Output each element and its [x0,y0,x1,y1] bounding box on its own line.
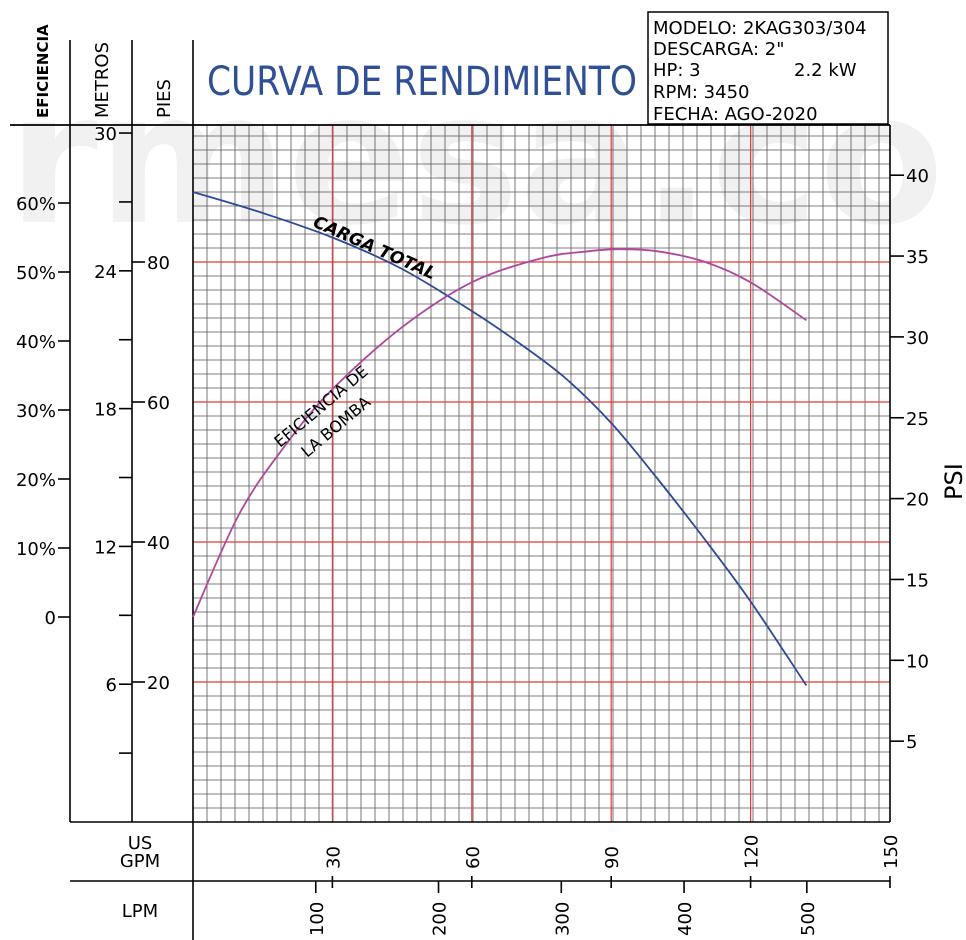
axis-title-meters: METROS [92,42,113,118]
axis-title-feet: PIES [154,79,175,118]
lpm-tick-label: 200 [430,902,451,936]
axis-title-lpm: LPM [122,901,158,922]
lpm-tick-label: 300 [552,902,573,936]
psi-tick-label: 40 [906,166,929,187]
psi-tick-label: 35 [906,247,929,268]
axis-ticks: 0 10% 20% 30% 40% 50% 60% 6 12 18 24 30 20 40 60 80 5 10 1… [16,124,929,936]
info-box: MODELO: 2KAG303/304 DESCARGA: 2" HP: 3 2… [647,11,889,125]
meters-tick-label: 6 [106,675,117,696]
axis-title-efficiency: EFICIENCIA [34,24,52,118]
gpm-tick-label: 30 [323,846,344,869]
series-curves [192,191,808,686]
feet-tick-label: 40 [147,533,170,554]
meters-tick-label: 30 [94,124,117,145]
lpm-tick-label: 100 [307,902,328,936]
info-date: FECHA: AGO-2020 [653,104,818,125]
efficiency-tick-label: 50% [16,263,56,284]
efficiency-tick-label: 10% [16,539,56,560]
feet-tick-label: 20 [147,673,170,694]
axis-title-usgpm-line1: US [128,833,153,854]
meters-tick-label: 18 [94,400,117,421]
info-discharge: DESCARGA: 2" [653,39,785,60]
gpm-tick-label: 120 [742,835,763,869]
info-rpm: RPM: 3450 [653,82,750,103]
psi-tick-label: 10 [906,651,929,672]
efficiency-tick-label: 40% [16,332,56,353]
psi-tick-label: 15 [906,570,929,591]
psi-tick-label: 30 [906,328,929,349]
info-hp: HP: 3 [653,60,701,81]
psi-tick-label: 25 [906,409,929,430]
chart-title: CURVA DE RENDIMIENTO [207,59,637,105]
efficiency-tick-label: 0 [45,608,56,629]
lpm-tick-label: 500 [798,902,819,936]
meters-tick-label: 24 [94,262,117,283]
psi-tick-label: 20 [906,490,929,511]
info-box-border [647,11,889,125]
series-efficiency-curve [192,248,807,618]
gpm-tick-label: 90 [602,846,623,869]
meters-tick-label: 12 [94,537,117,558]
efficiency-tick-label: 60% [16,194,56,215]
gpm-tick-label: 150 [881,835,902,869]
info-model: MODELO: 2KAG303/304 [653,18,867,39]
series-head-curve [192,191,808,686]
axis-title-psi: PSI [940,463,966,500]
efficiency-tick-label: 30% [16,401,56,422]
chart-frame [10,40,891,940]
efficiency-tick-label: 20% [16,470,56,491]
feet-tick-label: 60 [147,393,170,414]
info-kw: 2.2 kW [794,60,857,81]
feet-tick-label: 80 [147,253,170,274]
axis-title-usgpm-line2: GPM [120,851,160,872]
psi-tick-label: 5 [906,732,917,753]
gpm-tick-label: 60 [463,846,484,869]
lpm-tick-label: 400 [675,902,696,936]
major-grid [193,125,890,822]
